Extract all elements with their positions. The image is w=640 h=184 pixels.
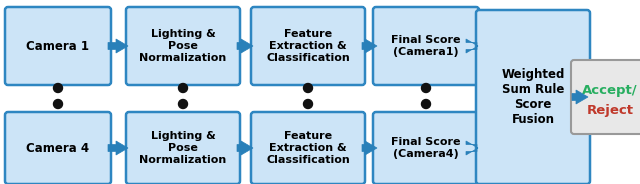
Text: Final Score
(Camera4): Final Score (Camera4)	[391, 137, 461, 159]
Polygon shape	[362, 141, 377, 155]
Circle shape	[303, 100, 312, 109]
Circle shape	[179, 84, 188, 93]
FancyBboxPatch shape	[126, 112, 240, 184]
Polygon shape	[237, 39, 253, 53]
Circle shape	[54, 100, 63, 109]
FancyBboxPatch shape	[251, 112, 365, 184]
Polygon shape	[108, 39, 128, 53]
Text: Feature
Extraction &
Classification: Feature Extraction & Classification	[266, 131, 350, 165]
Polygon shape	[237, 141, 253, 155]
Polygon shape	[362, 39, 377, 53]
Polygon shape	[466, 141, 478, 155]
Polygon shape	[572, 90, 588, 104]
FancyBboxPatch shape	[571, 60, 640, 134]
Text: Feature
Extraction &
Classification: Feature Extraction & Classification	[266, 29, 350, 63]
FancyBboxPatch shape	[5, 7, 111, 85]
Text: Final Score
(Camera1): Final Score (Camera1)	[391, 35, 461, 57]
FancyBboxPatch shape	[476, 10, 590, 184]
FancyBboxPatch shape	[126, 7, 240, 85]
Circle shape	[179, 100, 188, 109]
Text: Camera 4: Camera 4	[26, 141, 90, 155]
FancyBboxPatch shape	[373, 7, 479, 85]
Text: Camera 1: Camera 1	[26, 40, 90, 52]
Text: Reject: Reject	[586, 104, 634, 117]
Polygon shape	[108, 141, 128, 155]
Circle shape	[54, 84, 63, 93]
FancyBboxPatch shape	[251, 7, 365, 85]
Text: Lighting &
Pose
Normalization: Lighting & Pose Normalization	[140, 29, 227, 63]
Polygon shape	[466, 39, 478, 53]
Circle shape	[422, 100, 431, 109]
Circle shape	[422, 84, 431, 93]
Circle shape	[303, 84, 312, 93]
Text: Weighted
Sum Rule
Score
Fusion: Weighted Sum Rule Score Fusion	[501, 68, 564, 126]
Text: Accept/: Accept/	[582, 84, 638, 97]
FancyBboxPatch shape	[373, 112, 479, 184]
Text: Lighting &
Pose
Normalization: Lighting & Pose Normalization	[140, 131, 227, 165]
FancyBboxPatch shape	[5, 112, 111, 184]
